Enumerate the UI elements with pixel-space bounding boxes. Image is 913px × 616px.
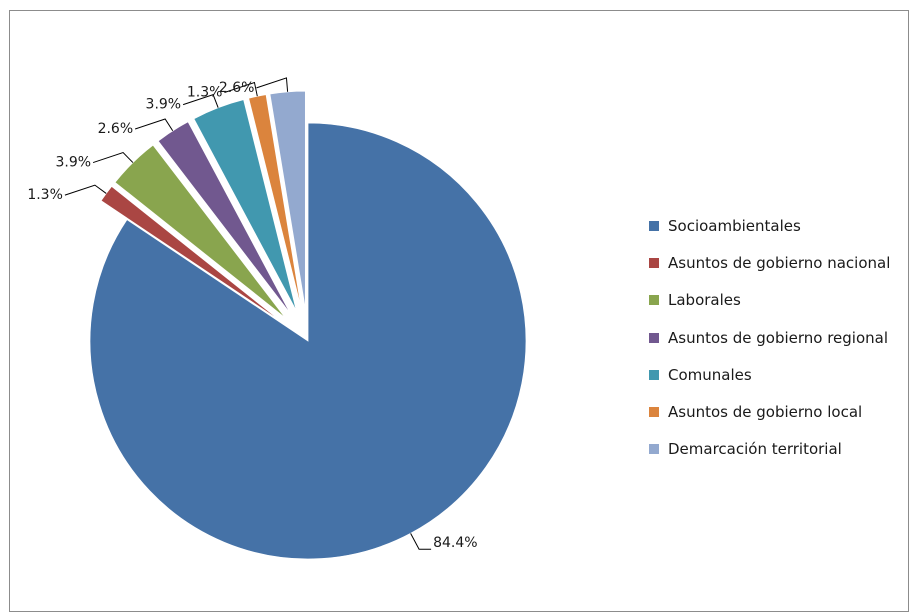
legend-item-comunales: Comunales [649, 356, 890, 393]
legend-label: Demarcación territorial [668, 440, 842, 459]
data-label-laborales: 3.9% [56, 155, 92, 171]
legend-swatch [649, 220, 659, 231]
legend: Socioambientales Asuntos de gobierno naci… [649, 207, 890, 468]
slice-demarcacion-territorial [269, 90, 306, 310]
legend-label: Asuntos de gobierno local [668, 403, 863, 422]
data-label-socioambientales: 84.4% [433, 535, 477, 551]
leader-asuntos-de-gobierno-local [224, 81, 258, 97]
legend-swatch [649, 332, 659, 343]
legend-label: Socioambientales [668, 216, 801, 235]
slice-laborales [114, 144, 286, 319]
pie-slices [89, 90, 527, 560]
leader-socioambientales [410, 533, 432, 550]
slice-socioambientales [89, 122, 527, 560]
legend-item-socioambientales: Socioambientales [649, 207, 890, 244]
leader-laborales [92, 151, 134, 164]
legend-item-asuntos-de-gobierno-nacional: Asuntos de gobierno nacional [649, 244, 890, 281]
legend-swatch [649, 407, 659, 418]
data-label-asuntos-de-gobierno-nacional: 1.3% [27, 187, 63, 203]
legend-label: Laborales [668, 291, 741, 310]
leader-asuntos-de-gobierno-regional [134, 118, 174, 132]
leader-demarcacion-territorial [256, 77, 289, 92]
legend-item-demarcacion-territorial: Demarcación territorial [649, 431, 890, 468]
data-label-asuntos-de-gobierno-local: 1.3% [187, 84, 223, 100]
legend-swatch [649, 257, 659, 268]
data-label-demarcacion-territorial: 2.6% [219, 80, 255, 96]
legend-swatch [649, 295, 659, 306]
leader-lines [64, 77, 432, 550]
legend-label: Comunales [668, 365, 752, 384]
pie-chart: 84.4%1.3%3.9%2.6%3.9%1.3%2.6% [27, 77, 527, 560]
data-label-comunales: 3.9% [146, 97, 182, 113]
legend-label: Asuntos de gobierno nacional [668, 253, 891, 272]
leader-asuntos-de-gobierno-nacional [64, 184, 107, 196]
slice-comunales [193, 99, 297, 312]
leader-comunales [182, 94, 219, 108]
chart-frame: 84.4% 1.3% 3.9% 2.6% 3.9% 1.3% 2.6% Socioambie… [9, 10, 909, 612]
legend-item-asuntos-de-gobierno-local: Asuntos de gobierno local [649, 393, 890, 430]
data-labels: 84.4%1.3%3.9%2.6%3.9%1.3%2.6% [27, 80, 477, 551]
legend-label: Asuntos de gobierno regional [668, 328, 889, 347]
data-label-asuntos-de-gobierno-regional: 2.6% [98, 121, 134, 137]
legend-swatch [649, 369, 659, 380]
legend-swatch [649, 444, 659, 455]
legend-item-laborales: Laborales [649, 282, 890, 319]
legend-item-asuntos-de-gobierno-regional: Asuntos de gobierno regional [649, 319, 890, 356]
